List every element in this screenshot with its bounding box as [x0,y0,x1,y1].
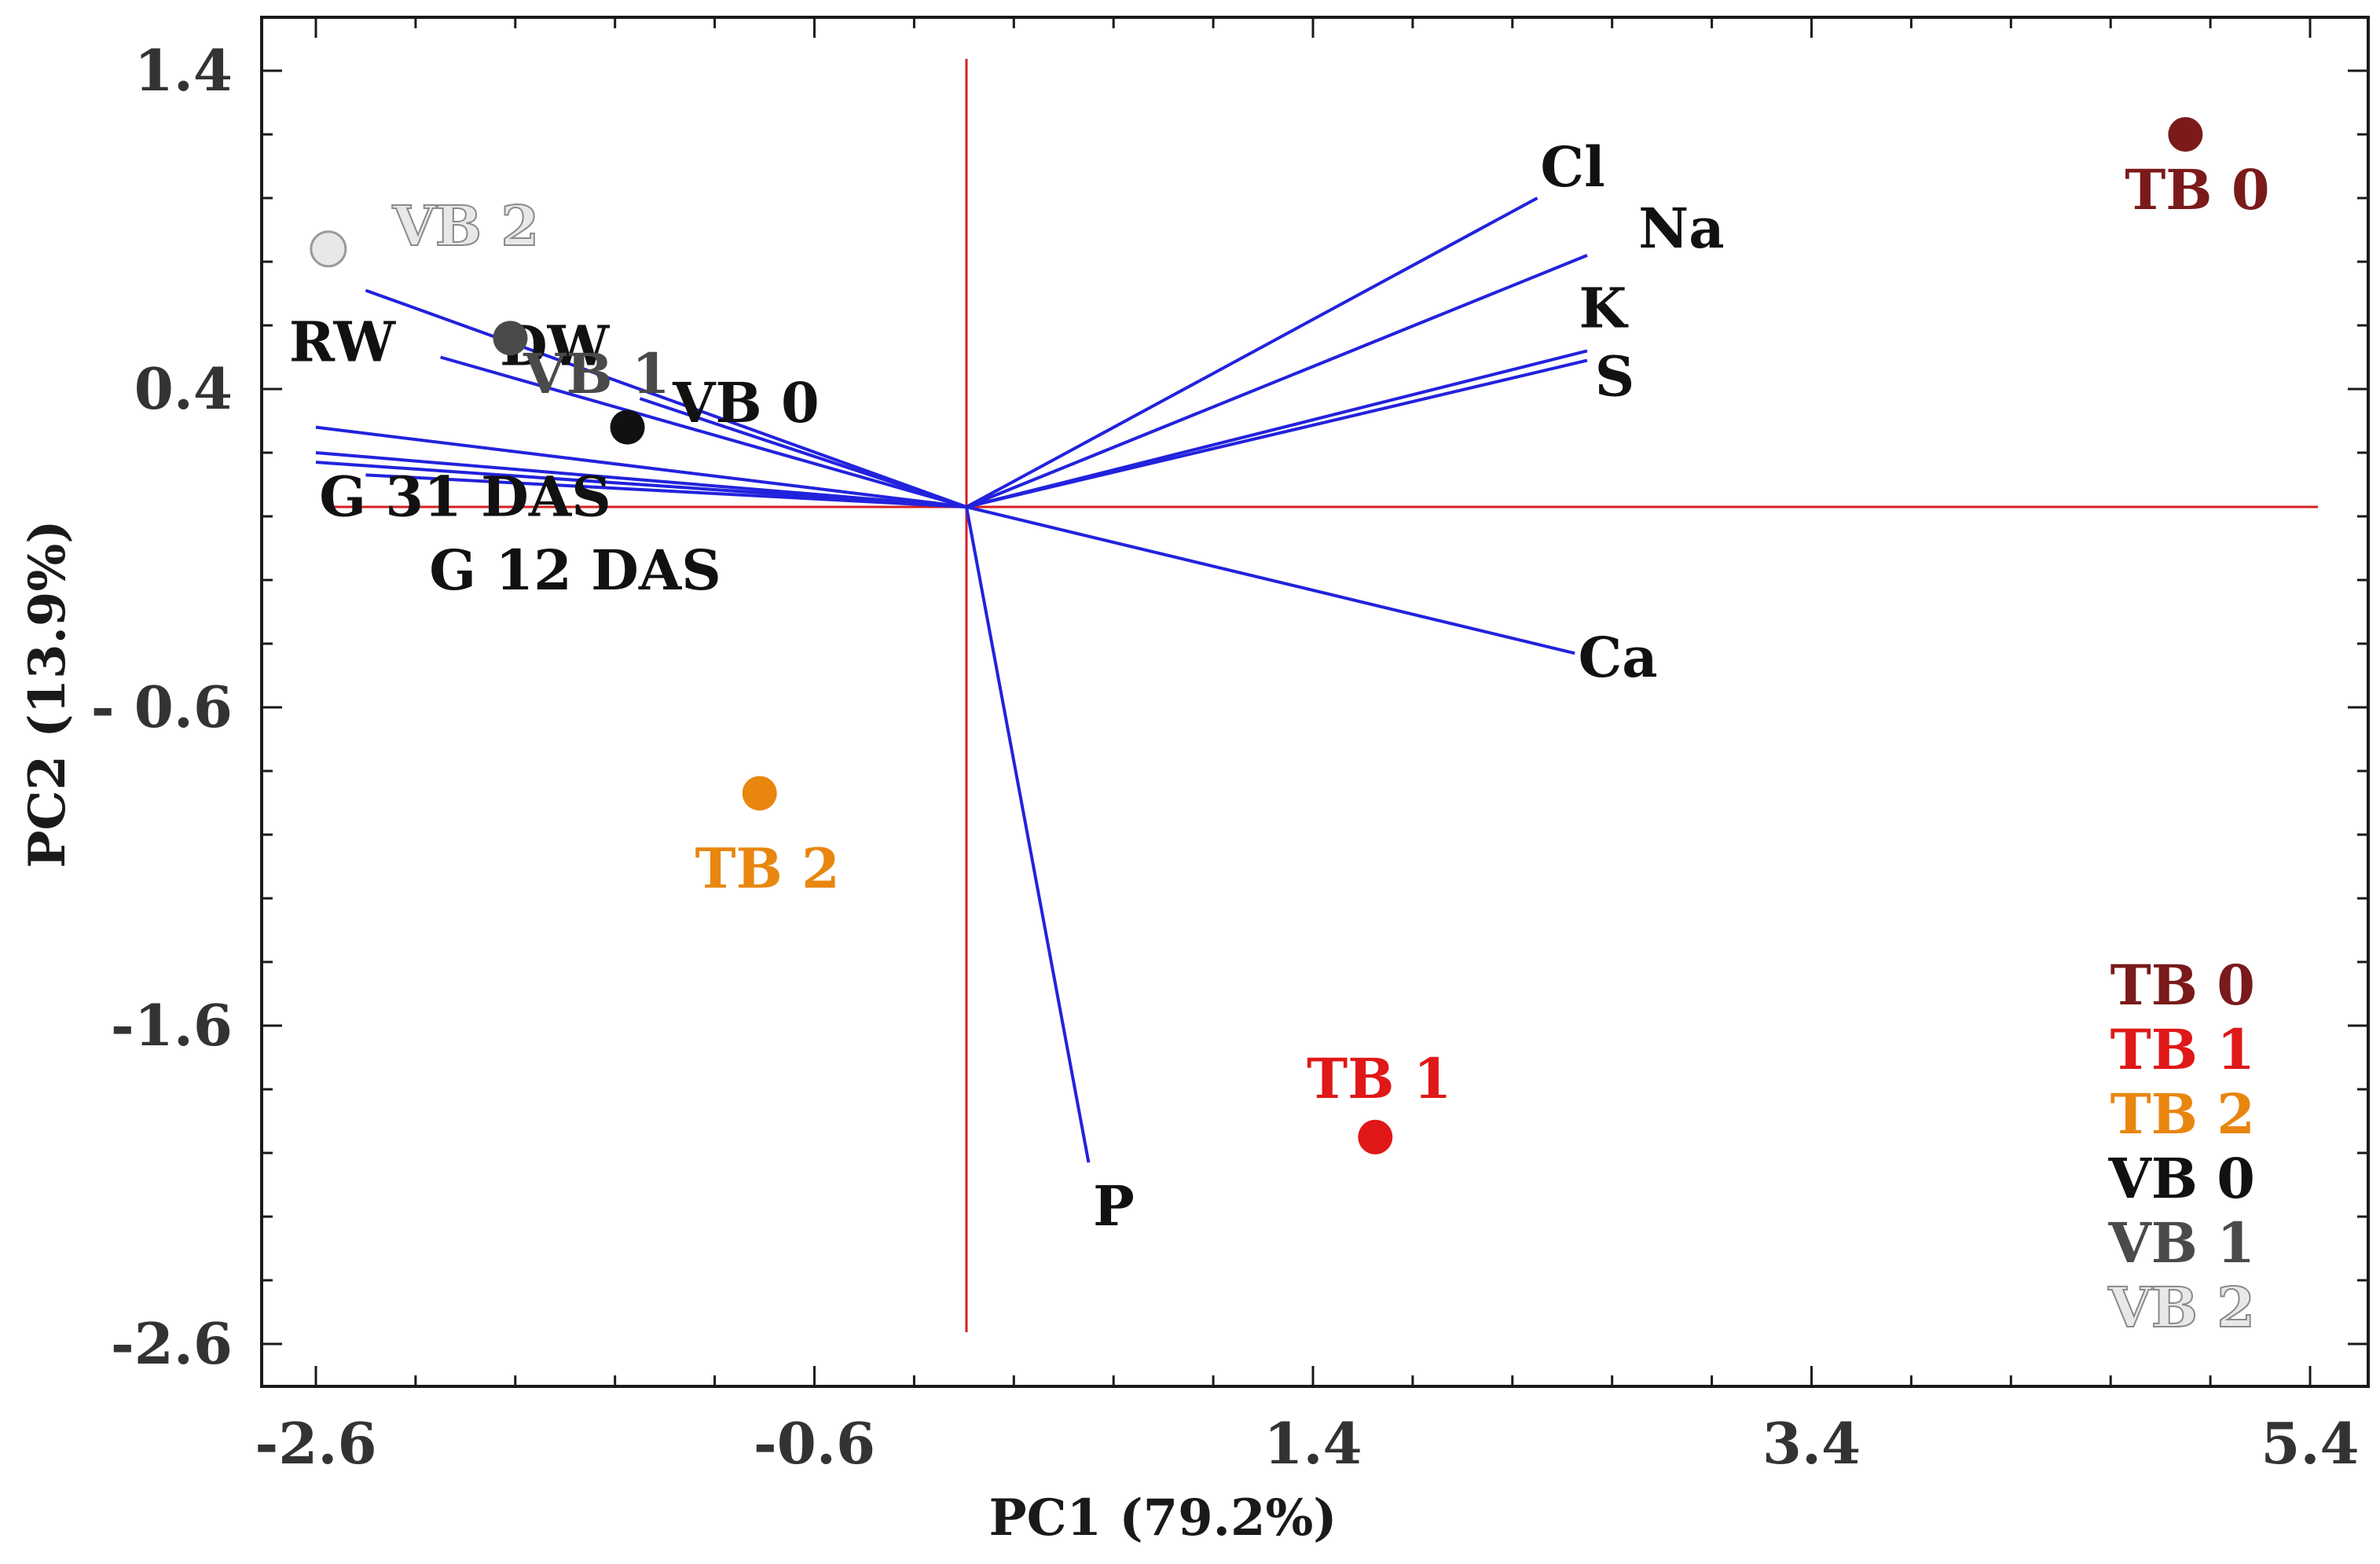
x-axis-title: PC1 (79.2%) [988,1489,1337,1547]
loading-vector [965,506,1091,1163]
x-tick-label: 3.4 [1762,1410,1861,1477]
loading-label: G 31 DAS [319,464,611,530]
loading-label: S [1595,344,1635,409]
loading-label: K [1579,275,1629,340]
score-point [610,409,645,445]
loading-vector [639,397,967,508]
y-tick-label: -2.6 [111,1310,233,1377]
score-point [310,230,347,268]
loading-label: P [1093,1173,1135,1239]
loading-vector [966,196,1538,508]
loading-label: Ca [1579,625,1658,690]
loading-label: Cl [1540,134,1604,200]
legend-entry: VB 0 [2107,1146,2255,1211]
loading-vector [966,358,1588,508]
score-point [1358,1119,1393,1155]
x-tick-label: -2.6 [255,1410,376,1477]
loading-label: RW [289,309,397,374]
score-point [2168,117,2203,152]
score-point [742,776,777,811]
loading-vector [966,254,1588,508]
loading-label: G 12 DAS [429,538,721,603]
loading-label: VB 0 [672,370,820,435]
score-label: VB 1 [523,341,670,406]
y-tick-label: 0.4 [134,355,233,422]
x-tick-label: -0.6 [754,1410,875,1477]
legend-entry: TB 1 [2110,1017,2255,1082]
loading-vector [966,505,1575,655]
y-tick-label: 1.4 [134,37,233,104]
loading-vector [440,355,967,508]
score-point [493,321,528,356]
loading-vector [365,288,967,508]
loading-vector [315,425,967,508]
loading-vector [365,473,967,508]
y-tick-label: -1.6 [111,992,233,1059]
x-tick-label: 1.4 [1263,1410,1362,1477]
legend-entry: VB 1 [2107,1210,2255,1276]
y-tick-label: - 0.6 [91,674,233,740]
score-label: TB 0 [2125,157,2269,222]
loading-vector [315,461,967,508]
score-label: TB 1 [1307,1046,1451,1111]
score-label: TB 2 [695,835,840,901]
legend-entry: VB 2 [2107,1275,2255,1340]
score-label: VB 2 [392,193,540,259]
loading-vector [315,451,967,508]
plot-frame [260,16,2370,1388]
y-axis-title: PC2 (13.9%) [18,519,77,868]
x-tick-label: 5.4 [2261,1410,2359,1477]
legend-entry: TB 2 [2110,1081,2255,1147]
loading-label: Na [1638,196,1724,261]
legend-entry: TB 0 [2110,953,2255,1018]
